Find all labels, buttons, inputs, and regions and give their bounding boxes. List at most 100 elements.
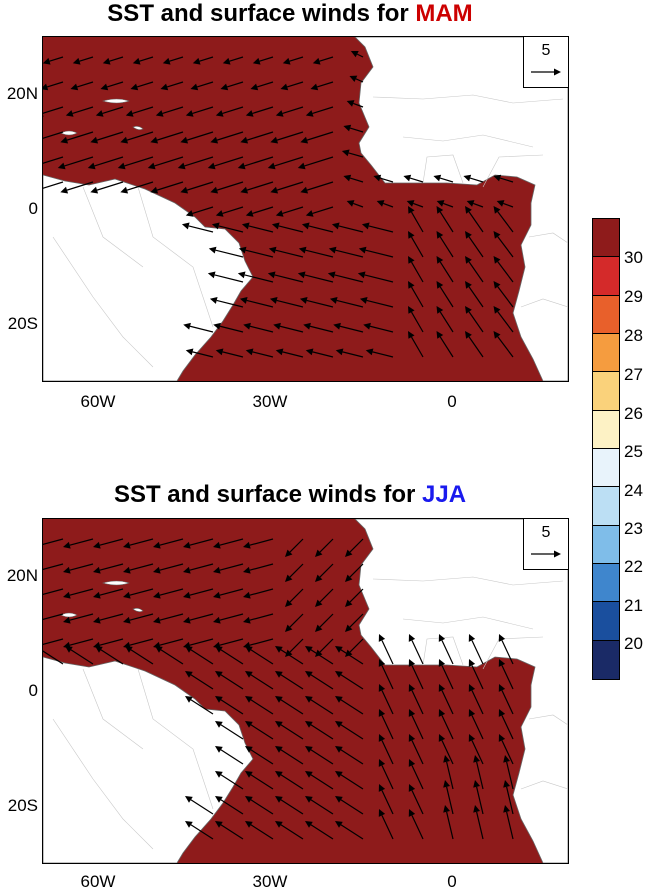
sst-cell	[225, 575, 233, 583]
sst-cell	[99, 603, 107, 611]
sst-cell	[113, 568, 121, 576]
sst-cell	[414, 289, 422, 297]
wind-arrow-shaft	[497, 311, 514, 333]
sst-cell	[400, 345, 408, 353]
wind-arrow-shaft	[304, 274, 334, 283]
sst-cell	[148, 603, 156, 611]
sst-cell	[295, 554, 303, 562]
sst-cell	[302, 233, 310, 241]
wind-arrow-head	[87, 162, 96, 170]
sst-cell	[225, 603, 233, 611]
sst-cell	[358, 212, 366, 220]
sst-cell	[442, 233, 450, 241]
sst-cell	[232, 107, 240, 115]
sst-cell	[253, 359, 261, 367]
sst-cell	[99, 589, 107, 597]
sst-cell	[134, 107, 142, 115]
sst-cell	[218, 547, 226, 555]
sst-cell	[295, 254, 303, 262]
sst-cell	[365, 352, 373, 360]
sst-cell	[351, 86, 359, 94]
sst-cell	[106, 37, 114, 45]
sst-cell	[225, 373, 233, 381]
sst-cell	[155, 526, 163, 534]
sst-cell	[505, 338, 513, 346]
sst-cell	[253, 296, 261, 304]
wind-arrow-head	[70, 83, 79, 91]
sst-cell	[281, 177, 289, 185]
sst-cell	[365, 296, 373, 304]
wind-arrow-head	[408, 231, 415, 239]
sst-cell	[463, 352, 471, 360]
sst-cell	[232, 44, 240, 52]
sst-cell	[141, 561, 149, 569]
sst-cell	[218, 568, 226, 576]
sst-cell	[505, 261, 513, 269]
sst-cell	[50, 561, 58, 569]
sst-cell	[162, 533, 170, 541]
sst-cell	[470, 233, 478, 241]
sst-cell	[78, 65, 86, 73]
sst-cell	[253, 366, 261, 374]
sst-cell	[379, 233, 387, 241]
sst-cell	[64, 58, 72, 66]
sst-cell	[372, 380, 380, 381]
sst-cell	[260, 324, 268, 332]
sst-cell	[211, 44, 219, 52]
sst-cell	[50, 93, 58, 101]
wind-arrow-shaft	[244, 156, 274, 167]
sst-cell	[519, 184, 527, 192]
sst-cell	[190, 107, 198, 115]
wind-arrow-shaft	[335, 249, 364, 258]
country-border	[528, 232, 568, 244]
sst-cell	[99, 58, 107, 66]
sst-cell	[113, 142, 121, 150]
sst-cell	[43, 135, 51, 143]
sst-cell	[428, 303, 436, 311]
sst-cell	[442, 296, 450, 304]
sst-cell	[512, 212, 520, 220]
sst-cell	[281, 568, 289, 576]
sst-cell	[344, 121, 352, 129]
sst-cell	[491, 352, 499, 360]
sst-cell	[218, 575, 226, 583]
sst-cell	[302, 163, 310, 171]
sst-cell	[260, 282, 268, 290]
sst-cell	[386, 261, 394, 269]
sst-cell	[512, 366, 520, 374]
sst-cell	[127, 44, 135, 52]
sst-cell	[204, 65, 212, 73]
sst-cell	[113, 156, 121, 164]
sst-cell	[148, 568, 156, 576]
sst-cell	[246, 170, 254, 178]
reference-arrow-icon	[531, 68, 561, 76]
sst-cell	[99, 86, 107, 94]
sst-cell	[302, 205, 310, 213]
sst-cell	[260, 163, 268, 171]
sst-cell	[232, 561, 240, 569]
sst-cell	[64, 121, 72, 129]
sst-cell	[176, 44, 184, 52]
sst-cell	[155, 170, 163, 178]
sst-cell	[253, 575, 261, 583]
sst-cell	[281, 163, 289, 171]
sst-cell	[141, 184, 149, 192]
wind-arrow-head	[335, 348, 344, 356]
sst-cell	[113, 128, 121, 136]
sst-cell	[267, 261, 275, 269]
sst-cell	[274, 561, 282, 569]
sst-cell	[246, 526, 254, 534]
sst-cell	[456, 275, 464, 283]
sst-cell	[141, 589, 149, 597]
sst-cell	[491, 359, 499, 367]
sst-cell	[323, 268, 331, 276]
sst-cell	[190, 44, 198, 52]
sst-cell	[330, 163, 338, 171]
sst-cell	[148, 107, 156, 115]
sst-cell	[204, 163, 212, 171]
sst-cell	[456, 380, 464, 381]
island	[132, 126, 144, 130]
sst-cell	[344, 261, 352, 269]
sst-cell	[379, 359, 387, 367]
sst-cell	[526, 198, 534, 206]
